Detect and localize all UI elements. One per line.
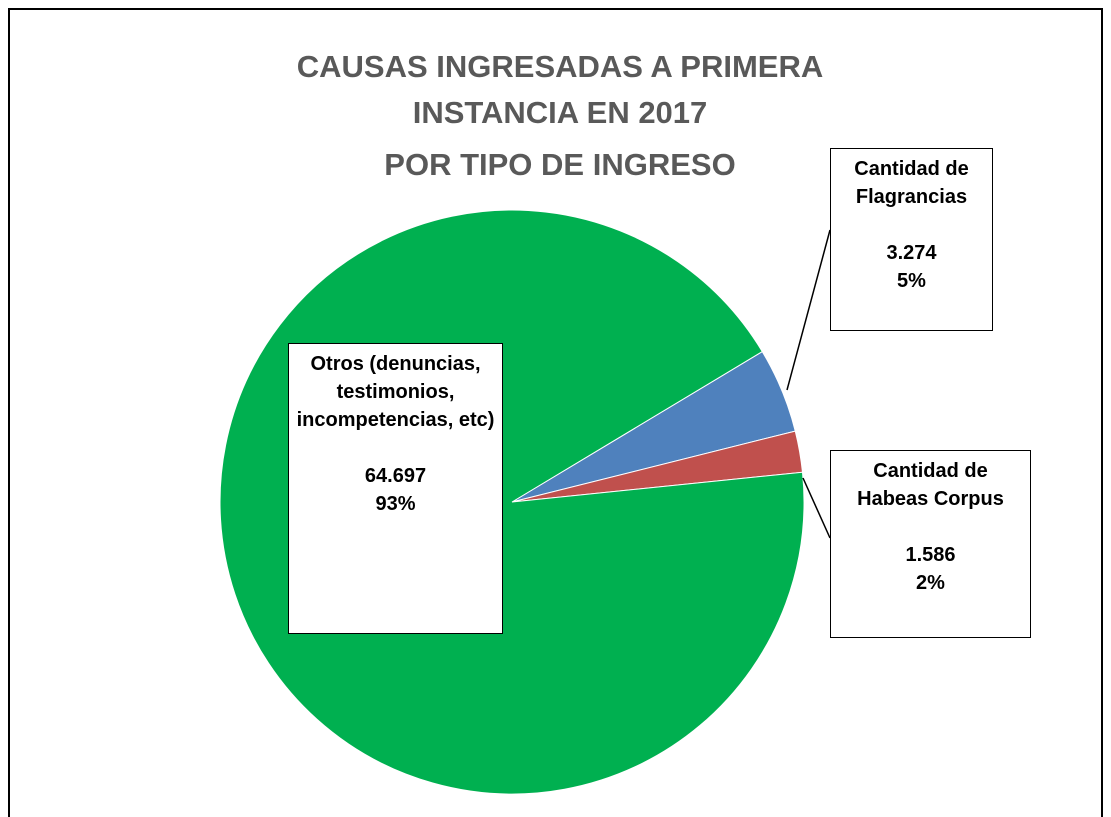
value-label: 64.697	[364, 465, 427, 487]
leader-line	[802, 477, 831, 539]
data-label-box: Cantidad de Flagrancias 3.274 5%	[830, 148, 993, 331]
percent-label: 5%	[897, 270, 926, 292]
data-label-box: Cantidad de Habeas Corpus 1.586 2%	[830, 450, 1031, 638]
percent-label: 2%	[916, 572, 945, 594]
chart-title: POR TIPO DE INGRESO	[384, 147, 736, 182]
chart-frame	[8, 8, 1103, 817]
category-label: Otros (denuncias, testimonios, incompete…	[296, 353, 495, 431]
category-label: Cantidad de Flagrancias	[854, 158, 969, 208]
data-label-box: Otros (denuncias, testimonios, incompete…	[288, 343, 503, 634]
category-label: Cantidad de Habeas Corpus	[857, 460, 1004, 510]
percent-label: 93%	[375, 493, 416, 515]
value-label: 1.586	[905, 544, 956, 566]
leader-line	[786, 229, 831, 391]
chart-title: CAUSAS INGRESADAS A PRIMERA INSTANCIA EN…	[296, 49, 824, 130]
value-label: 3.274	[886, 242, 937, 264]
